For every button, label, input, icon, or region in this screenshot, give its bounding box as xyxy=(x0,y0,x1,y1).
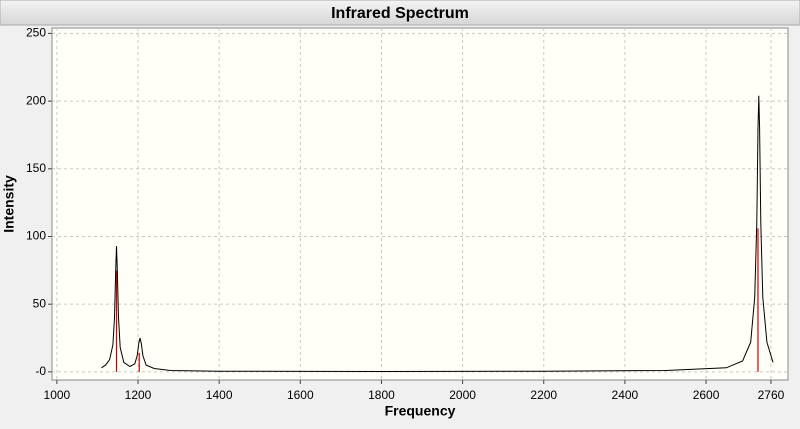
x-tick-label: 1800 xyxy=(368,388,395,402)
x-axis-label: Frequency xyxy=(385,403,456,419)
title-bar xyxy=(0,0,800,26)
x-tick-label: 1000 xyxy=(44,388,71,402)
y-tick-label: 200 xyxy=(26,93,46,107)
y-tick-label: 250 xyxy=(26,26,46,40)
x-tick-label: 2200 xyxy=(530,388,557,402)
x-tick-label: 2760 xyxy=(758,388,785,402)
y-tick-label: -0 xyxy=(35,364,46,378)
x-tick-label: 1600 xyxy=(287,388,314,402)
y-axis-label: Intensity xyxy=(1,175,17,233)
x-tick-label: 1200 xyxy=(125,388,152,402)
y-tick-label: 100 xyxy=(26,229,46,243)
plot-area xyxy=(51,27,789,381)
x-tick-label: 2600 xyxy=(693,388,720,402)
spectrum-line xyxy=(101,95,774,373)
x-tick-label: 2400 xyxy=(612,388,639,402)
chart-title: Infrared Spectrum xyxy=(331,5,469,22)
y-tick-label: 150 xyxy=(26,161,46,175)
x-tick-label: 1400 xyxy=(206,388,233,402)
y-tick-label: 50 xyxy=(33,296,47,310)
x-tick-label: 2000 xyxy=(449,388,476,402)
